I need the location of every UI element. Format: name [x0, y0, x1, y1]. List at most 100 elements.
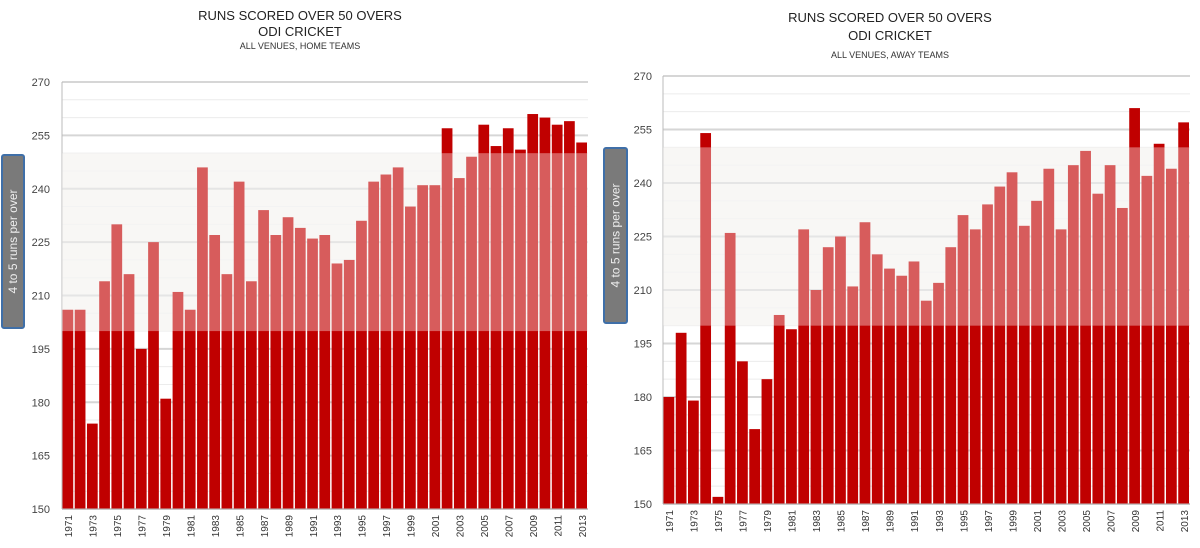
x-tick-label: 2011 — [553, 515, 564, 537]
bar — [515, 149, 526, 509]
x-tick-label: 1971 — [64, 515, 75, 538]
bar — [724, 232, 736, 504]
x-tick-label: 2001 — [431, 515, 442, 538]
bar — [957, 215, 969, 504]
band-label: 4 to 5 runs per over — [6, 189, 20, 293]
x-tick-label: 1977 — [739, 510, 750, 533]
x-tick-label: 1999 — [407, 515, 418, 538]
bar — [356, 220, 367, 509]
bar — [798, 229, 810, 504]
bar — [1092, 193, 1104, 504]
bar — [502, 128, 514, 509]
x-tick-label: 1985 — [235, 515, 246, 538]
y-tick-label: 195 — [634, 339, 652, 351]
x-tick-label: 1993 — [333, 515, 344, 538]
bar — [380, 174, 392, 509]
band-label-box — [603, 147, 628, 324]
bar — [871, 254, 883, 504]
bar — [233, 181, 245, 509]
x-tick-label: 1997 — [382, 515, 393, 538]
x-tick-label: 1983 — [812, 510, 823, 533]
x-tick-label: 2013 — [1180, 510, 1191, 533]
bar — [86, 423, 98, 509]
bar — [1080, 150, 1091, 504]
bar — [417, 185, 428, 510]
bar — [111, 224, 123, 510]
bar — [1116, 207, 1128, 504]
x-tick-label: 1985 — [837, 510, 848, 533]
x-tick-label: 1973 — [690, 510, 701, 533]
y-tick-label: 165 — [634, 446, 652, 458]
x-tick-label: 1981 — [186, 515, 197, 538]
bar — [969, 229, 981, 504]
chart-subtitle-2: ALL VENUES, HOME TEAMS — [240, 41, 361, 51]
bar — [933, 282, 944, 504]
x-tick-label: 1971 — [665, 510, 676, 533]
chart-title: RUNS SCORED OVER 50 OVERS — [788, 10, 992, 25]
chart-subtitle-2: ALL VENUES, AWAY TEAMS — [831, 50, 949, 60]
bar — [270, 235, 282, 509]
x-tick-label: 1981 — [788, 510, 799, 533]
bar — [1018, 225, 1030, 505]
y-tick-label: 270 — [634, 71, 652, 83]
bar — [822, 247, 834, 504]
bar — [1178, 122, 1189, 504]
band-label-box — [1, 154, 25, 329]
bar — [221, 274, 233, 509]
bar — [343, 259, 355, 509]
x-tick-label: 1997 — [984, 510, 995, 533]
x-tick-label: 2013 — [578, 515, 589, 538]
y-tick-label: 240 — [634, 178, 652, 190]
bar — [99, 281, 110, 509]
x-tick-label: 2005 — [480, 515, 491, 538]
bar — [282, 217, 294, 509]
bar — [859, 222, 871, 504]
x-tick-label: 2003 — [456, 515, 467, 538]
bar — [810, 290, 822, 504]
x-tick-label: 1993 — [935, 510, 946, 533]
y-tick-label: 210 — [32, 291, 50, 303]
bar — [564, 121, 575, 510]
chart-subtitle: ODI CRICKET — [848, 28, 932, 43]
bar — [405, 206, 416, 509]
bar — [209, 235, 221, 509]
y-tick-label: 240 — [32, 184, 50, 196]
bar — [331, 263, 343, 509]
bar — [539, 117, 551, 509]
y-tick-label: 255 — [634, 125, 652, 137]
bar — [675, 332, 687, 504]
bar — [160, 398, 172, 509]
bar — [1055, 229, 1067, 504]
bar — [1165, 168, 1177, 504]
bar — [307, 238, 318, 510]
bar — [62, 309, 74, 509]
bar — [172, 291, 184, 509]
bar — [258, 210, 269, 509]
x-tick-label: 1983 — [211, 515, 222, 538]
bar — [847, 286, 859, 504]
bar — [700, 133, 712, 505]
bar — [908, 261, 920, 504]
bar — [773, 314, 785, 504]
bar — [453, 178, 465, 509]
bar — [688, 400, 699, 504]
x-tick-label: 2007 — [504, 515, 515, 538]
y-tick-label: 225 — [634, 232, 652, 244]
x-tick-label: 2009 — [1131, 510, 1142, 533]
bar — [994, 186, 1006, 505]
chart-2: RUNS SCORED OVER 50 OVERS ODI CRICKET ALL … — [603, 10, 1191, 533]
bar — [123, 274, 135, 509]
bar — [1104, 165, 1116, 504]
bar — [490, 146, 502, 510]
bar — [148, 242, 159, 509]
bar — [441, 128, 453, 509]
x-tick-label: 2003 — [1057, 510, 1068, 533]
band-overlay — [663, 147, 1190, 326]
bar — [786, 329, 797, 504]
bar — [1043, 168, 1055, 504]
x-tick-label: 1995 — [959, 510, 970, 533]
y-tick-label: 225 — [32, 237, 50, 249]
x-tick-label: 1975 — [113, 515, 124, 538]
